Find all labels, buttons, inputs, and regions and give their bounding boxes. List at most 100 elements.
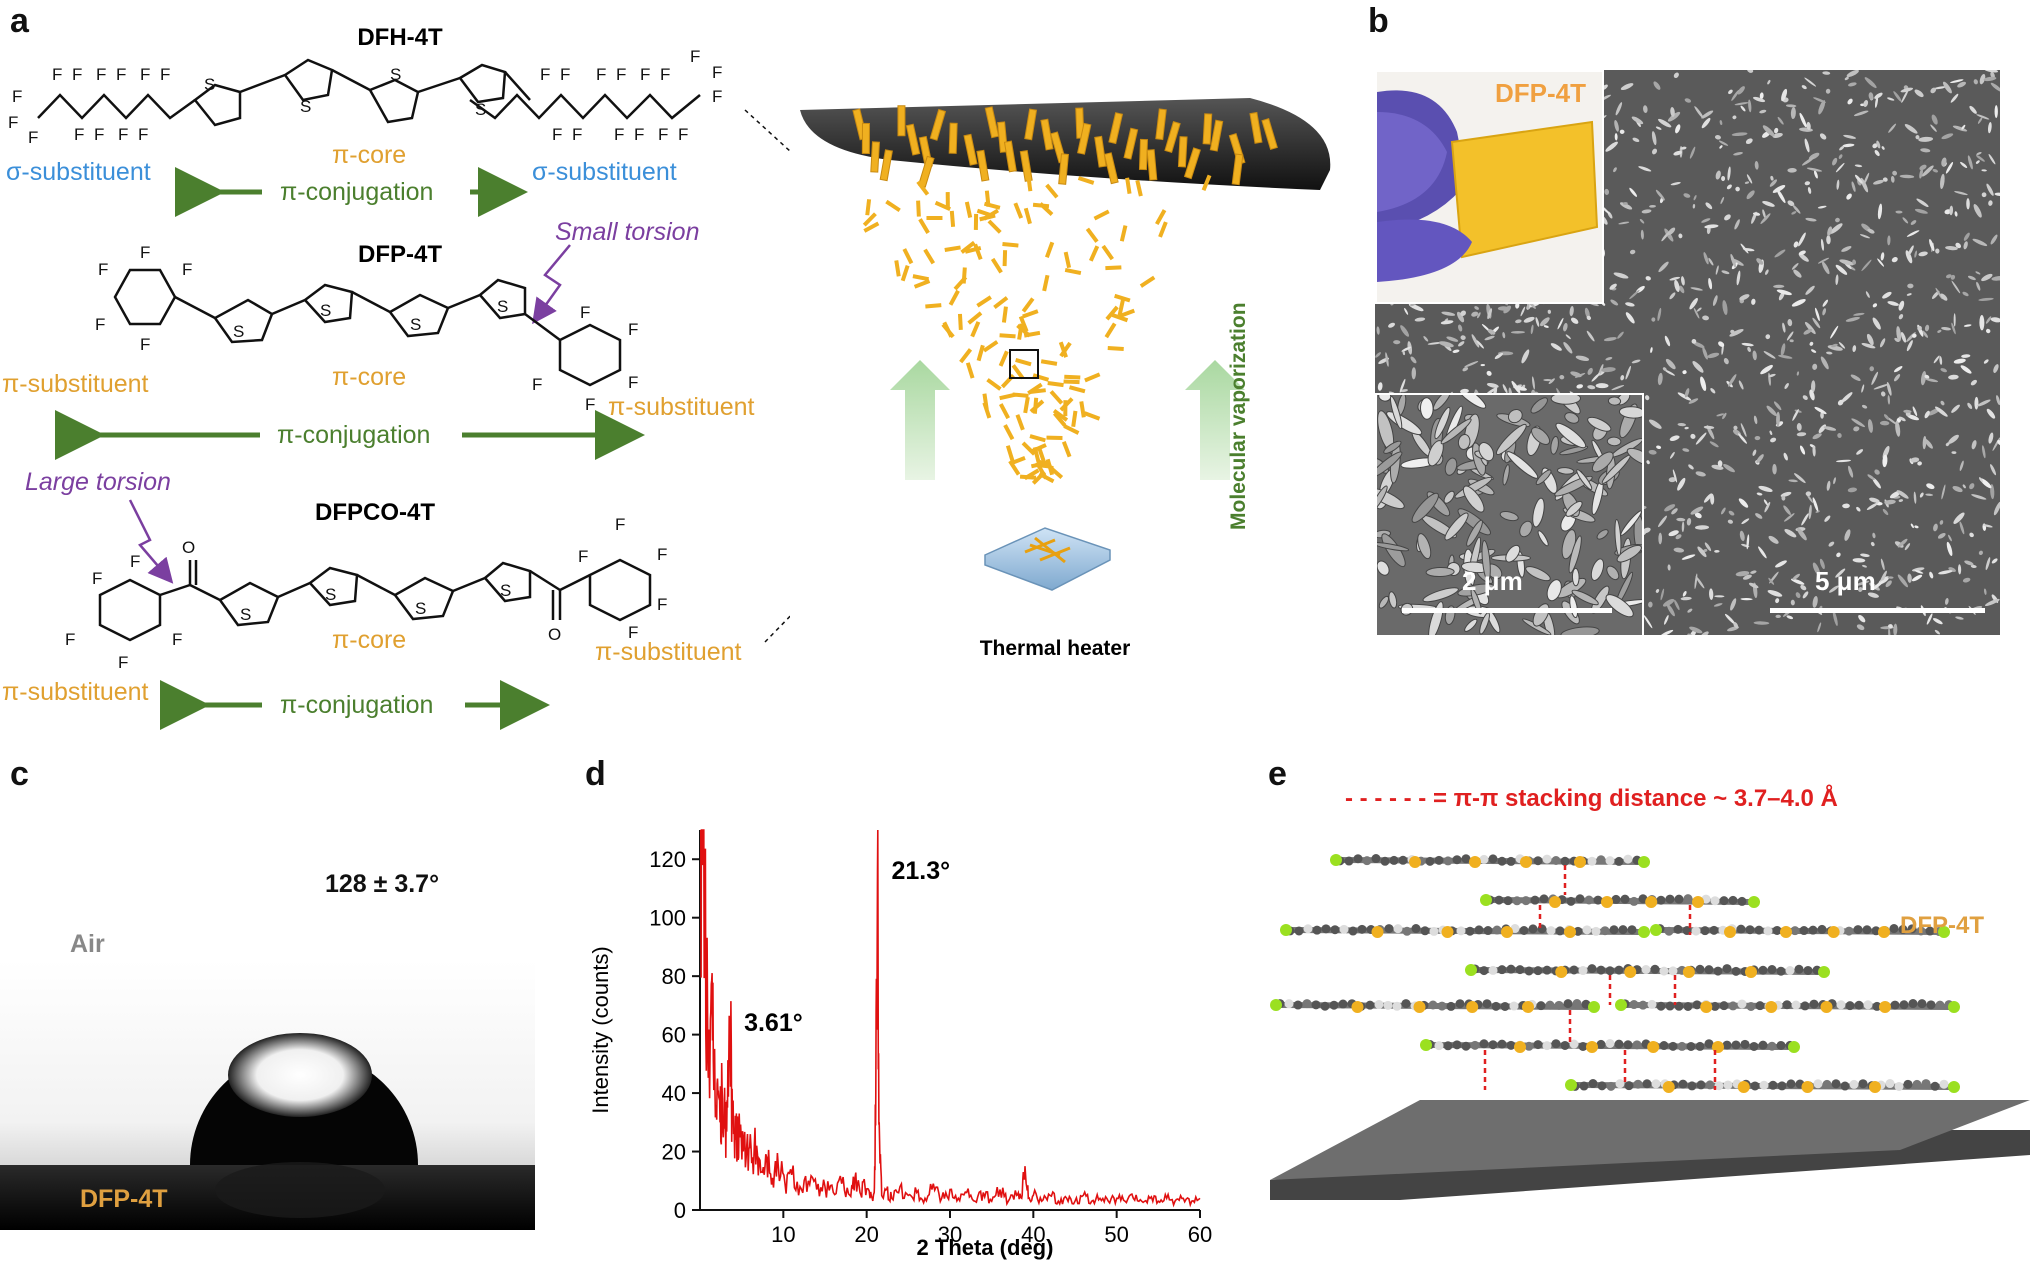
mol3-F: F: [578, 547, 588, 566]
y-tick-label: 60: [662, 1023, 686, 1048]
vapor-molecule: [964, 246, 982, 254]
mol2-F: F: [532, 375, 542, 394]
vapor-molecule: [965, 362, 975, 379]
vapor-molecule: [1064, 267, 1082, 276]
vapor-molecule: [1032, 202, 1050, 209]
vapor-molecule: [865, 199, 872, 216]
vapor-molecule: [1017, 323, 1024, 340]
mol3-pi-left-label: π-substituent: [2, 678, 149, 706]
mol3-F: F: [657, 595, 667, 614]
mol1-S4: S: [475, 100, 486, 119]
y-tick-label: 120: [649, 847, 686, 872]
vapor-molecule: [1118, 308, 1136, 319]
y-tick-label: 20: [662, 1140, 686, 1165]
crystal-flake: [1177, 136, 1188, 168]
vapor-molecule: [967, 311, 983, 325]
vapor-molecule: [987, 219, 1002, 234]
vapor-molecule: [1079, 401, 1086, 418]
mol1-structure: [37, 58, 701, 127]
vapor-molecule: [1061, 441, 1072, 458]
vapor-molecule: [1104, 322, 1117, 339]
mol1-F: F: [560, 65, 570, 84]
mol1-F: F: [712, 87, 722, 106]
vapor-molecule: [999, 333, 1016, 339]
vapor-molecule: [1042, 274, 1050, 292]
crystal-flake: [1058, 153, 1069, 185]
vapor-molecule: [986, 378, 1002, 391]
mol1-F: F: [28, 128, 38, 147]
vapor-molecule: [1158, 221, 1168, 238]
mol1-S3: S: [390, 65, 401, 84]
vapor-molecule: [1085, 227, 1099, 243]
vapor-molecule: [961, 267, 967, 284]
stacking-film-label: DFP-4T: [1900, 912, 1984, 939]
vapor-molecule: [1026, 175, 1033, 192]
mol1-F: F: [634, 125, 644, 144]
mol1-F: F: [74, 125, 84, 144]
mol1-F: F: [118, 125, 128, 144]
vapor-molecule: [902, 248, 914, 265]
vapor-molecule: [949, 210, 956, 228]
mol2-S4: S: [497, 297, 508, 316]
vapor-molecule: [1008, 459, 1021, 476]
vapor-molecule: [1012, 392, 1029, 398]
mol1-F: F: [72, 65, 82, 84]
x-tick-label: 50: [1104, 1222, 1128, 1247]
mol2-S1: S: [233, 322, 244, 341]
sem-zoom-inset: [1375, 393, 1644, 637]
peak-annotation: 21.3°: [892, 857, 951, 885]
vapor-molecule: [1064, 374, 1081, 380]
vapor-molecule: [1036, 463, 1048, 480]
vapor-molecule: [913, 279, 931, 289]
substrate-label: DFP-4T: [80, 1185, 168, 1213]
mol2-F: F: [140, 243, 150, 262]
crystal-flake: [963, 133, 978, 166]
vapor-molecule: [1083, 411, 1101, 421]
mol2-F: F: [140, 335, 150, 354]
vapor-molecule: [1045, 183, 1059, 199]
mol1-F: F: [552, 125, 562, 144]
vapor-molecule: [973, 213, 979, 230]
mol1-core-label: π-core: [332, 141, 406, 169]
vapor-molecule: [990, 257, 1003, 274]
vapor-molecule: [957, 313, 963, 331]
scale-bar-large-label: 5 μm: [1815, 566, 1876, 596]
chart-annotations: 21.3° 3.61°: [744, 857, 950, 1037]
vapor-molecule: [1003, 424, 1015, 441]
vapor-molecule: [1063, 379, 1080, 385]
vapor-molecule: [960, 240, 976, 254]
vapor-molecule: [1155, 209, 1167, 226]
crystal-flake: [879, 149, 893, 182]
vapor-molecule: [976, 344, 985, 362]
molecule-row: [1465, 964, 1830, 978]
vapor-molecule: [1068, 385, 1086, 394]
crystal-flake: [1261, 118, 1278, 151]
mol2-pi-left-label: π-substituent: [2, 370, 149, 398]
vapor-molecule: [1031, 470, 1047, 485]
mol1-F: F: [712, 63, 722, 82]
vapor-molecule: [1032, 373, 1050, 382]
mol1-F: F: [96, 65, 106, 84]
vapor-molecule: [1037, 447, 1047, 464]
vapor-molecule: [1005, 445, 1015, 462]
mol3-F: F: [628, 623, 638, 642]
crystal-flake: [984, 106, 1000, 139]
heater-label: Thermal heater: [980, 637, 1131, 660]
vapor-molecule: [973, 243, 983, 261]
vapor-molecule: [942, 321, 954, 338]
vapor-molecule: [926, 215, 943, 221]
mol2-F: F: [182, 260, 192, 279]
contact-angle-value: 128 ± 3.7°: [325, 870, 440, 898]
panel-letter-b: b: [1368, 2, 1389, 40]
vapor-molecule: [999, 392, 1016, 401]
vapor-molecule: [1001, 306, 1008, 323]
mol2-S2: S: [320, 301, 331, 320]
mol1-F: F: [116, 65, 126, 84]
deposition-illustration: Thermal heater Molecular vaporization: [800, 98, 1331, 660]
mol3-S2: S: [325, 585, 336, 604]
mol1-F: F: [572, 125, 582, 144]
molecule-row: [1650, 924, 1950, 938]
vapor-molecule: [1105, 305, 1119, 321]
crystal-flake: [929, 108, 947, 141]
film-photo-label: DFP-4T: [1495, 78, 1586, 108]
